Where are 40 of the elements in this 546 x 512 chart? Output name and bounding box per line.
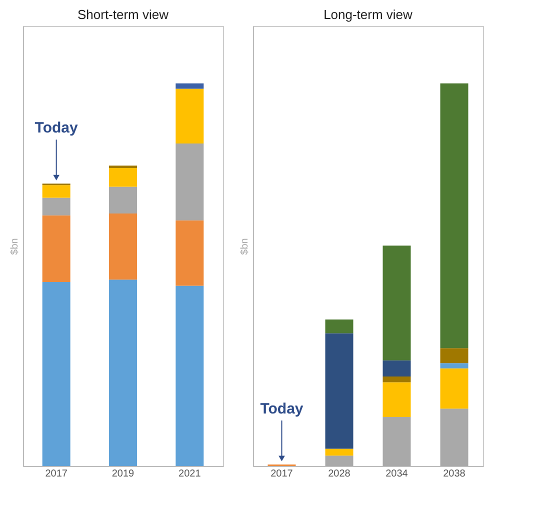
bar [42, 185, 70, 198]
bar [176, 143, 204, 220]
bar [440, 408, 468, 466]
bar [440, 348, 468, 364]
x-tick-label: 2038 [443, 468, 466, 480]
bar [325, 333, 354, 449]
chart-title: Long-term view [324, 7, 414, 22]
bar [440, 363, 468, 368]
bar [382, 246, 411, 360]
bar [440, 83, 468, 348]
x-tick-label: 2019 [112, 468, 135, 480]
bar [176, 88, 204, 144]
bar [325, 319, 354, 334]
bar [382, 417, 411, 466]
bar [325, 448, 354, 456]
x-tick-label: 2034 [386, 468, 408, 480]
bar [176, 220, 204, 286]
bar [42, 198, 70, 216]
bar [176, 286, 204, 466]
x-tick-label: 2017 [270, 468, 294, 480]
bar [109, 186, 137, 214]
bar [109, 213, 137, 280]
annotation: Today [34, 120, 79, 137]
bar [325, 456, 354, 466]
x-tick-label: 2021 [178, 468, 202, 480]
bar [42, 282, 70, 466]
bar [382, 360, 411, 376]
bar [176, 83, 204, 89]
y-axis-title: $bn [240, 238, 250, 255]
bar [440, 368, 468, 409]
x-tick-label: 2017 [45, 468, 68, 480]
bar [382, 382, 411, 418]
bar [109, 168, 137, 187]
bar [42, 215, 70, 282]
chart-title: Short-term view [77, 7, 170, 22]
bar [109, 280, 137, 466]
annotation: Today [260, 400, 304, 418]
y-axis-title: $bn [10, 238, 20, 255]
bar [382, 376, 411, 382]
x-tick-label: 2028 [328, 468, 351, 480]
